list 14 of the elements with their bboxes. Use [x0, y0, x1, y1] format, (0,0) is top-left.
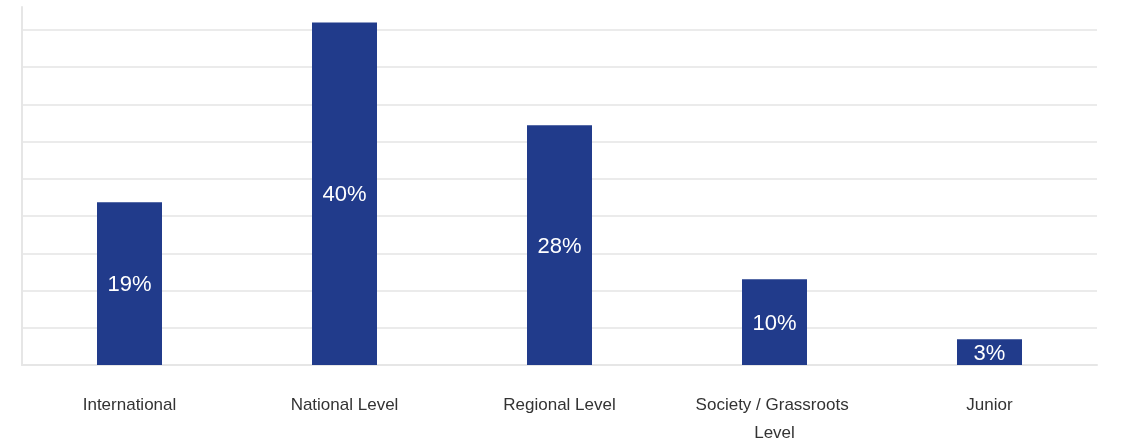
x-tick-label: Junior: [966, 394, 1013, 414]
bar: [742, 279, 807, 365]
x-tick-label: International: [82, 394, 177, 414]
bar: [527, 125, 592, 365]
bar: [97, 202, 162, 365]
x-tick-label: National Level: [290, 394, 399, 414]
x-tick-label: Society / Grassroots Level: [695, 394, 854, 442]
x-tick-label: Regional Level: [503, 394, 616, 414]
bar: [312, 22, 377, 365]
data-label: 19%: [107, 271, 152, 297]
data-label: 28%: [537, 232, 582, 258]
data-label: 3%: [973, 339, 1006, 365]
data-label: 10%: [752, 309, 797, 335]
data-label: 40%: [322, 181, 367, 207]
